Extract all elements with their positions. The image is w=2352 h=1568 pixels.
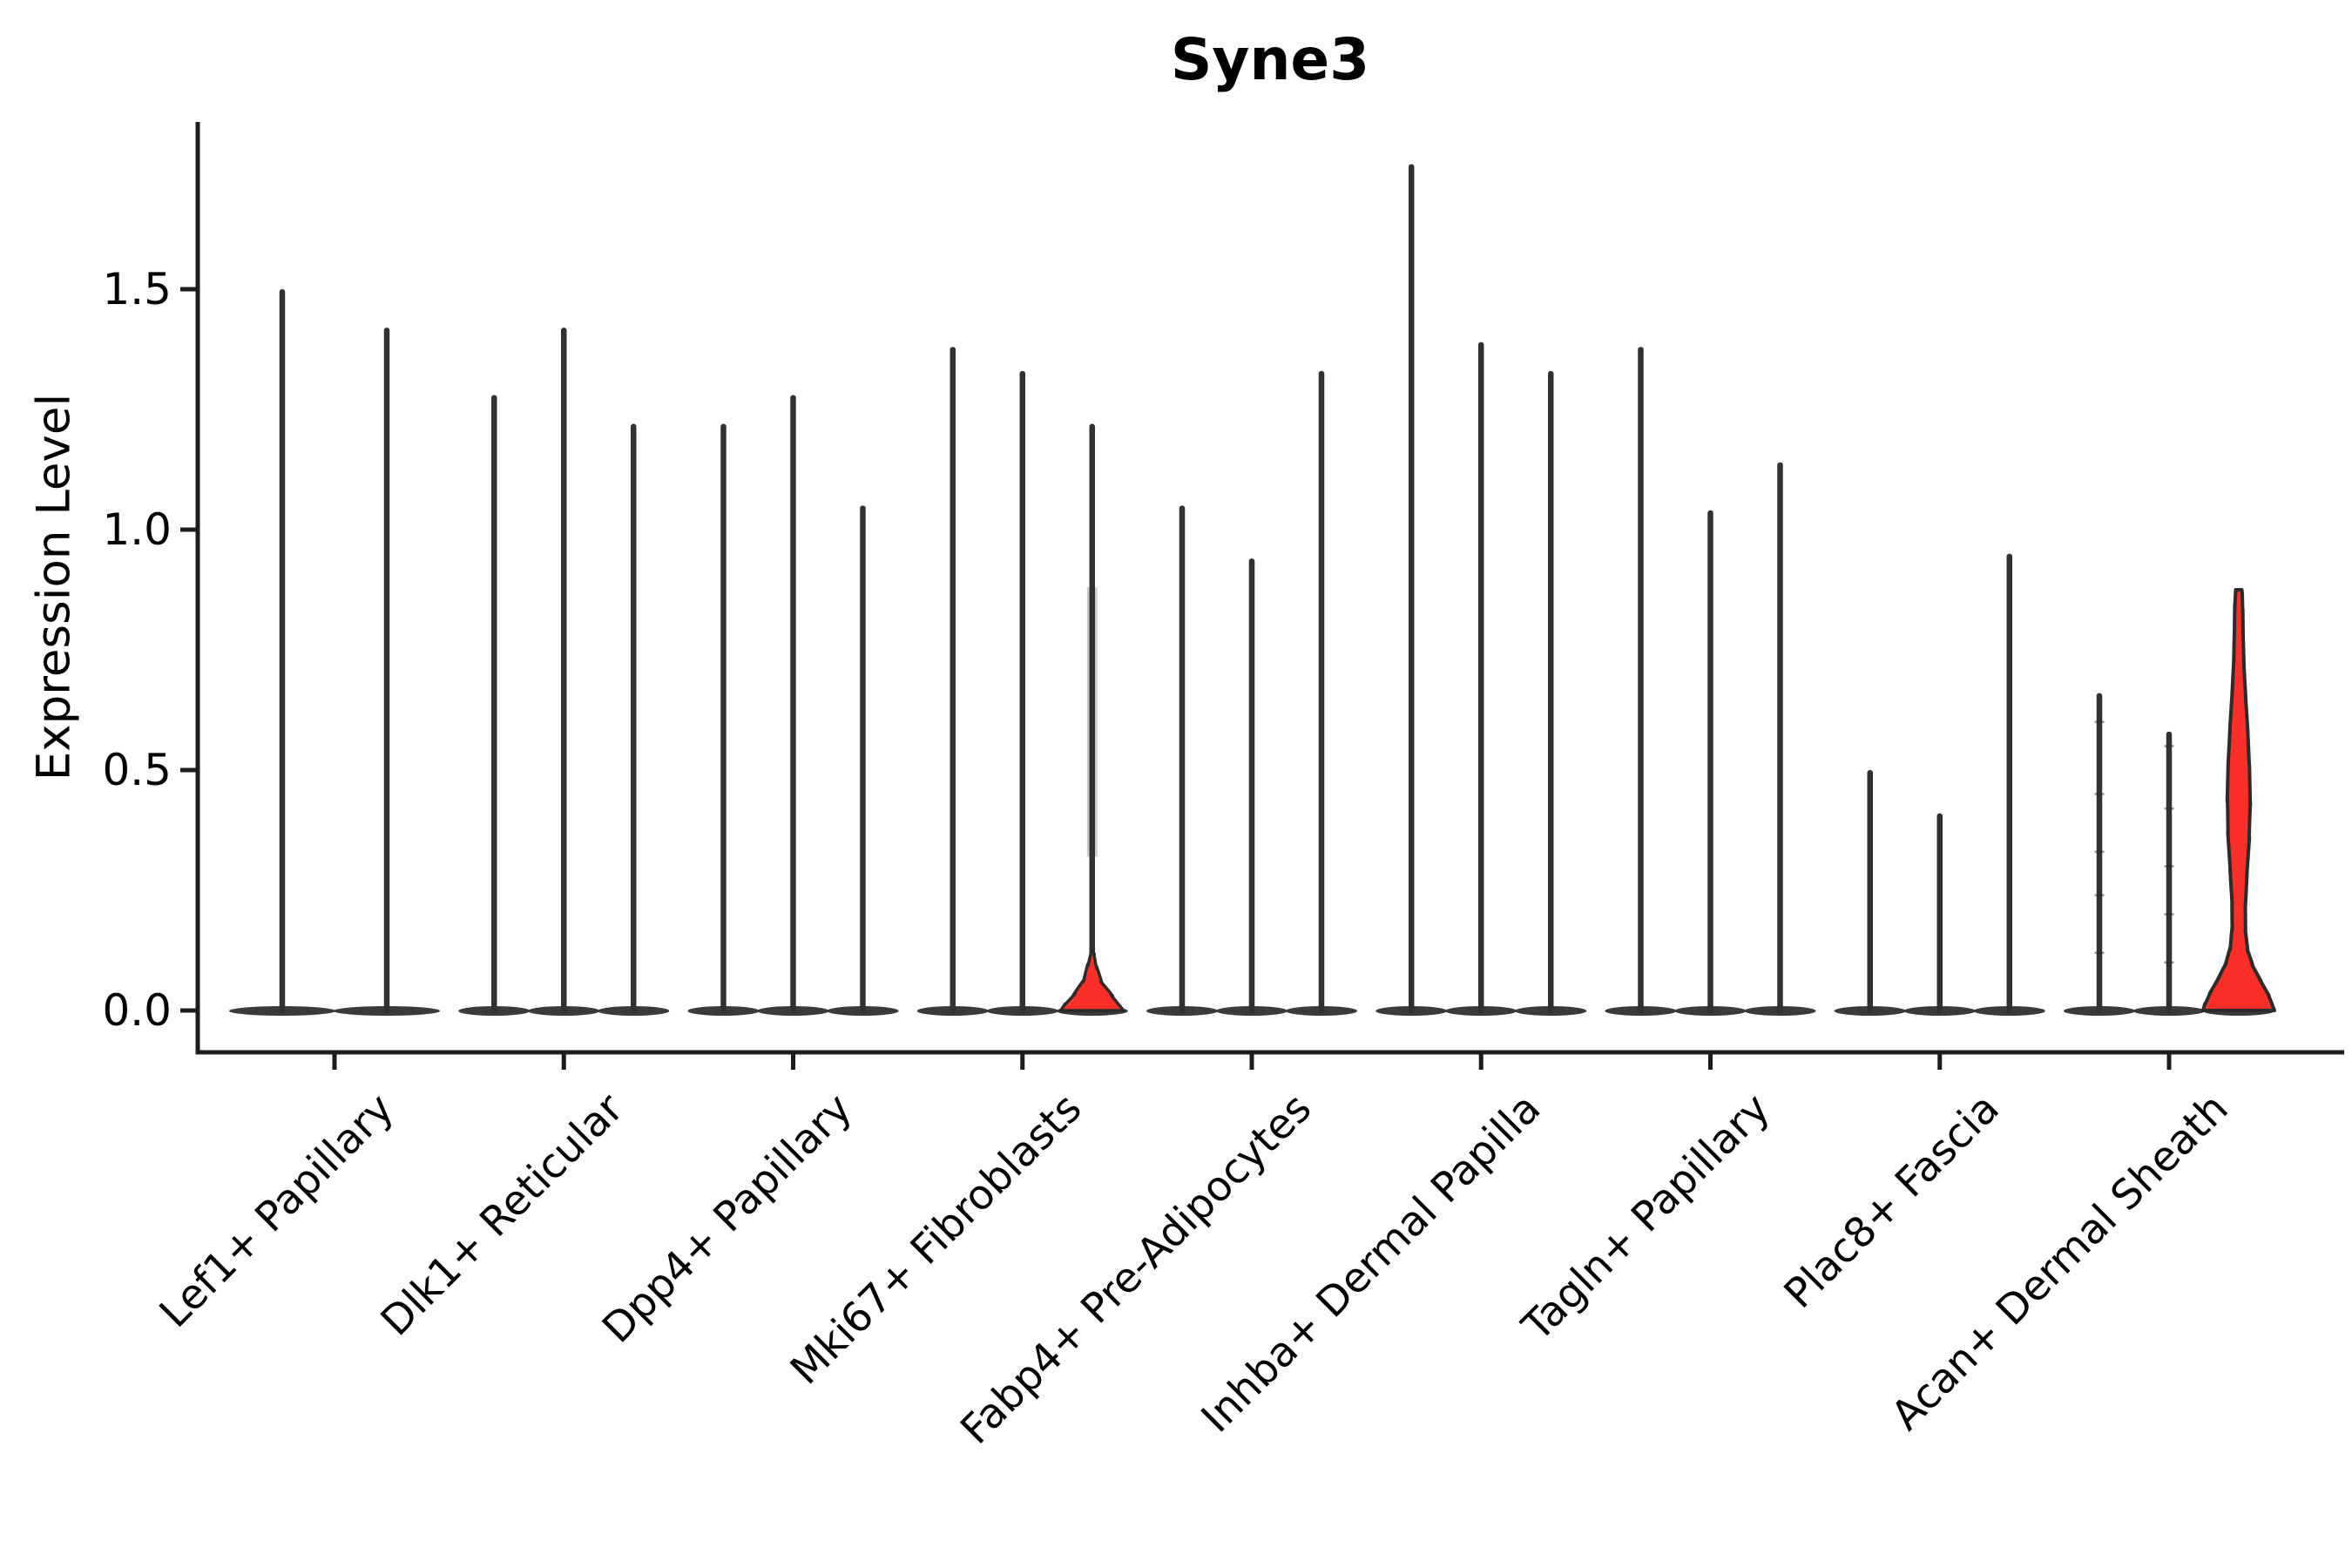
- violin-spike: [383, 328, 390, 1013]
- x-tick-mark: [1937, 1052, 1943, 1070]
- y-tick-mark: [180, 767, 198, 773]
- data-point-mark: [2094, 894, 2105, 896]
- violin-spike: [1318, 370, 1325, 1014]
- violin-spike: [1777, 462, 1783, 1013]
- violin-spike: [1707, 510, 1713, 1013]
- violin-spike: [561, 328, 567, 1013]
- violin-spike: [1478, 341, 1484, 1014]
- violin-spike: [491, 395, 497, 1013]
- violin-spike: [1936, 813, 1943, 1013]
- violin-spike: [2006, 553, 2012, 1013]
- violin-spike: [1019, 370, 1025, 1014]
- violin-spike: [950, 347, 956, 1013]
- violin-spike: [631, 423, 637, 1013]
- data-point-mark: [2164, 745, 2174, 747]
- violin-highlighted: [2201, 588, 2276, 1012]
- violin-spike: [1089, 423, 1095, 1013]
- violin-spike: [1867, 770, 1873, 1013]
- data-point-mark: [2094, 720, 2105, 724]
- y-tick-label-0.5: 0.5: [102, 745, 172, 795]
- violin-highlight-base: [1059, 946, 1125, 1012]
- violin-spike: [790, 395, 796, 1013]
- data-point-mark: [2094, 850, 2105, 854]
- y-tick-label-1.5: 1.5: [102, 264, 172, 314]
- x-tick-mark: [1020, 1052, 1025, 1070]
- x-axis-spine: [195, 1050, 2344, 1055]
- x-tick-mark: [1249, 1052, 1254, 1070]
- x-tick-mark: [1478, 1052, 1484, 1070]
- violin-spike: [2166, 731, 2173, 1013]
- y-tick-mark: [180, 287, 198, 292]
- y-tick-mark: [180, 527, 198, 532]
- data-point-mark: [2164, 913, 2174, 916]
- chart-title: Syne3: [1170, 26, 1370, 93]
- violin-spike: [2096, 693, 2103, 1013]
- y-axis-label: Expression Level: [27, 393, 81, 781]
- violin-spike: [1548, 370, 1554, 1014]
- data-point-mark: [2164, 807, 2174, 810]
- x-tick-mark: [2166, 1052, 2172, 1070]
- violin-spike: [1638, 347, 1644, 1013]
- y-tick-label-1.0: 1.0: [102, 504, 172, 555]
- x-tick-mark: [1708, 1052, 1713, 1070]
- x-tick-mark: [791, 1052, 795, 1070]
- x-tick-mark: [561, 1052, 566, 1070]
- data-point-mark: [2094, 793, 2105, 795]
- data-point-mark: [2094, 951, 2105, 955]
- violin-spike: [1409, 164, 1415, 1014]
- violin-spike: [279, 289, 286, 1013]
- y-tick-label-0.0: 0.0: [102, 985, 172, 1036]
- data-point-mark: [2164, 961, 2174, 964]
- violin-spike: [1248, 558, 1255, 1013]
- violin-spike: [1179, 505, 1186, 1013]
- y-tick-mark: [180, 1008, 198, 1013]
- y-axis-spine: [195, 122, 200, 1055]
- violin-spike: [720, 423, 727, 1013]
- x-tick-mark: [332, 1052, 337, 1070]
- data-point-mark: [2164, 865, 2174, 868]
- violin-spike: [860, 505, 866, 1013]
